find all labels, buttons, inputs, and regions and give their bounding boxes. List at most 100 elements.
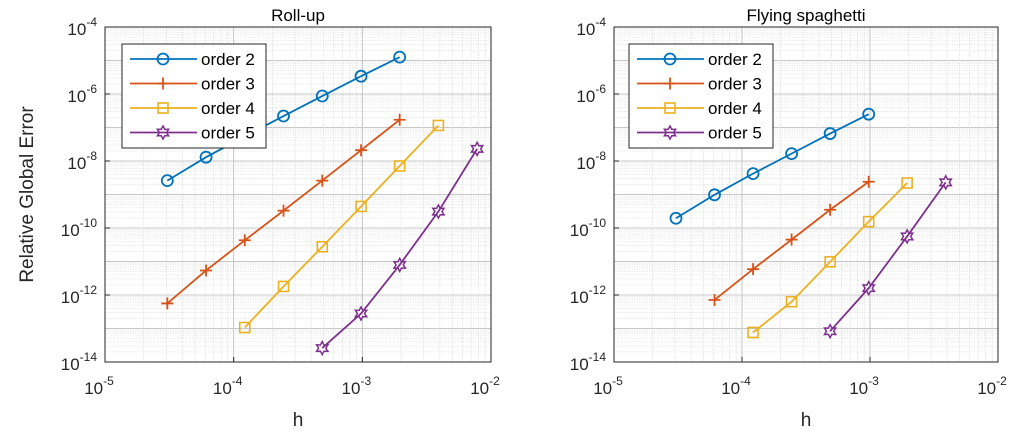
data-point bbox=[392, 256, 407, 274]
legend-label: order 3 bbox=[708, 75, 762, 94]
y-tick-label: 10-10 bbox=[570, 216, 607, 240]
x-tick-base: 10 bbox=[849, 379, 868, 398]
data-point bbox=[160, 174, 174, 187]
legend-box bbox=[628, 43, 774, 149]
data-point bbox=[355, 144, 368, 157]
data-point bbox=[708, 293, 721, 306]
y-tick-exponent: -6 bbox=[86, 82, 97, 96]
legend-marker-plus-icon bbox=[157, 77, 169, 90]
legend-label: order 5 bbox=[201, 124, 255, 143]
y-tick-label: 10-4 bbox=[67, 15, 97, 39]
x-tick-label: 10-3 bbox=[342, 374, 372, 398]
y-tick-label: 10-12 bbox=[570, 283, 607, 307]
data-point bbox=[431, 203, 446, 220]
y-tick-base: 10 bbox=[570, 288, 589, 307]
y-tick-exponent: -14 bbox=[80, 350, 98, 364]
y-tick-base: 10 bbox=[61, 288, 80, 307]
y-tick-base: 10 bbox=[570, 221, 589, 240]
data-point bbox=[200, 264, 213, 277]
legend-marker-hexagram-icon bbox=[663, 124, 677, 141]
x-tick-exponent: -5 bbox=[103, 374, 114, 388]
series-order-3 bbox=[708, 175, 875, 306]
y-tick-base: 10 bbox=[67, 154, 86, 173]
data-point bbox=[900, 228, 915, 245]
y-tick-exponent: -10 bbox=[589, 216, 607, 230]
y-tick-label: 10-10 bbox=[61, 216, 98, 240]
legend: order 2 order 3 order 4 order 5 bbox=[628, 43, 774, 149]
data-point bbox=[901, 177, 913, 189]
x-tick-base: 10 bbox=[342, 379, 361, 398]
legend-label: order 5 bbox=[708, 124, 762, 143]
data-point bbox=[354, 69, 368, 83]
legend-label: order 2 bbox=[201, 50, 255, 69]
y-tick-label: 10-8 bbox=[67, 149, 97, 173]
y-tick-exponent: -14 bbox=[589, 350, 607, 364]
y-tick-label: 10-8 bbox=[576, 149, 606, 173]
data-point bbox=[708, 188, 721, 202]
series-line bbox=[166, 56, 401, 182]
x-axis-label: h bbox=[801, 410, 812, 431]
x-tick-base: 10 bbox=[470, 379, 489, 398]
data-point bbox=[161, 297, 174, 310]
data-point bbox=[315, 89, 329, 103]
series-order-5 bbox=[315, 140, 485, 357]
series-order-3 bbox=[161, 113, 406, 310]
y-tick-base: 10 bbox=[67, 87, 86, 106]
legend-marker-square-icon bbox=[664, 102, 676, 114]
y-tick-exponent: -10 bbox=[80, 216, 98, 230]
data-point bbox=[316, 174, 329, 187]
chart-2: 10-5 10-4 10-3 10-210-1410-1210-1010-810-61… bbox=[570, 6, 1007, 431]
legend-label: order 4 bbox=[708, 99, 762, 118]
data-point bbox=[199, 150, 213, 164]
x-tick-exponent: -4 bbox=[232, 374, 243, 388]
legend-marker-circle-icon bbox=[156, 52, 170, 66]
data-point bbox=[393, 50, 407, 64]
axes-box bbox=[104, 26, 492, 363]
x-tick-label: 10-2 bbox=[977, 374, 1007, 398]
y-tick-exponent: -8 bbox=[86, 149, 97, 163]
y-tick-base: 10 bbox=[576, 20, 595, 39]
legend: order 2 order 3 order 4 order 5 bbox=[121, 43, 267, 149]
data-point bbox=[277, 280, 290, 293]
data-point bbox=[238, 321, 251, 334]
y-tick-label: 10-6 bbox=[576, 82, 606, 106]
data-point bbox=[354, 305, 369, 322]
data-point bbox=[277, 204, 290, 217]
y-tick-base: 10 bbox=[576, 87, 595, 106]
legend-marker-circle-icon bbox=[663, 52, 677, 66]
y-tick-exponent: -6 bbox=[595, 82, 606, 96]
data-point bbox=[862, 107, 876, 121]
data-point bbox=[277, 109, 290, 123]
y-tick-label: 10-4 bbox=[576, 15, 606, 39]
data-point bbox=[316, 240, 329, 253]
y-tick-label: 10-6 bbox=[67, 82, 97, 106]
x-tick-exponent: -3 bbox=[868, 374, 879, 388]
axes-box bbox=[613, 26, 999, 363]
data-point bbox=[747, 326, 759, 339]
y-tick-exponent: -4 bbox=[86, 15, 97, 29]
data-point bbox=[238, 234, 251, 247]
data-point bbox=[393, 113, 406, 126]
data-point bbox=[824, 203, 837, 216]
series-order-4 bbox=[238, 119, 445, 334]
data-point bbox=[862, 175, 875, 188]
series-line bbox=[829, 181, 947, 332]
x-tick-label: 10-3 bbox=[849, 374, 879, 398]
y-tick-base: 10 bbox=[576, 154, 595, 173]
x-tick-label: 10-5 bbox=[593, 374, 623, 398]
data-point bbox=[824, 255, 836, 268]
data-point bbox=[861, 280, 876, 297]
x-axis-label: h bbox=[293, 410, 304, 431]
legend-label: order 2 bbox=[708, 50, 762, 69]
x-tick-exponent: -3 bbox=[360, 374, 371, 388]
x-tick-base: 10 bbox=[84, 379, 103, 398]
legend-marker-plus-icon bbox=[664, 77, 676, 90]
x-tick-label: 10-4 bbox=[721, 374, 751, 398]
series-line bbox=[244, 124, 440, 329]
x-tick-base: 10 bbox=[213, 379, 232, 398]
y-tick-exponent: -4 bbox=[595, 15, 606, 29]
data-point bbox=[669, 211, 683, 225]
x-tick-label: 10-5 bbox=[84, 374, 114, 398]
data-point bbox=[746, 167, 760, 181]
legend-marker-hexagram-icon bbox=[156, 124, 170, 141]
